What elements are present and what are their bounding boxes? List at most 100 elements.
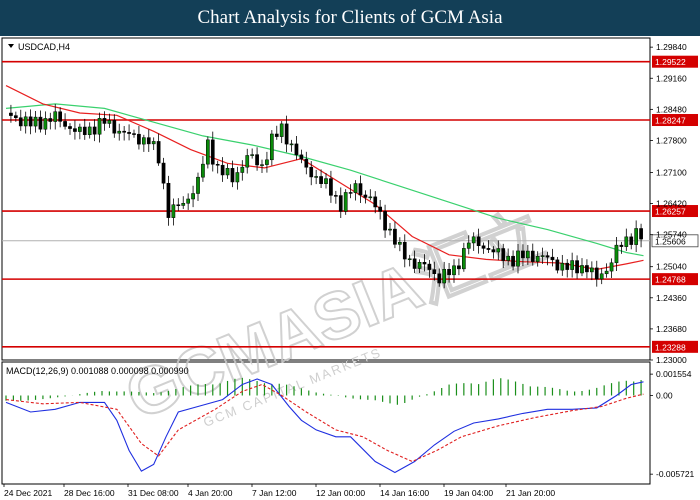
candle-body <box>176 204 181 206</box>
candle-body <box>299 154 304 160</box>
page-title: Chart Analysis for Clients of GCM Asia <box>197 7 503 28</box>
candle-body <box>82 126 87 135</box>
candle-body <box>245 155 250 168</box>
candle-body <box>422 262 427 265</box>
candle-body <box>639 228 643 240</box>
symbol-label: USDCAD,H4 <box>18 42 70 52</box>
level-price-tag <box>652 205 698 218</box>
price-axis-label: 1.25040 <box>656 262 687 272</box>
candle-body <box>43 118 48 130</box>
candle-body <box>117 130 122 134</box>
candle-body <box>269 133 274 161</box>
candle-body <box>363 194 368 198</box>
price-axis-label: 1.28480 <box>656 104 687 114</box>
price-axis-label: 1.24360 <box>656 293 687 303</box>
candle-body <box>471 236 476 244</box>
level-price-label: 1.23288 <box>655 342 686 352</box>
candle-body <box>393 228 397 245</box>
candle-body <box>442 269 447 284</box>
candle-body <box>13 115 18 118</box>
candle-body <box>575 260 579 274</box>
candle-body <box>407 258 412 261</box>
candle-body <box>33 116 38 127</box>
macd-signal-line <box>5 383 644 463</box>
candle-body <box>63 121 67 127</box>
candle-body <box>23 116 28 127</box>
candle-body <box>146 137 151 145</box>
candle-body <box>309 167 314 178</box>
candle-body <box>447 269 451 276</box>
candle-body <box>28 116 33 127</box>
candle-body <box>594 267 599 280</box>
candle-body <box>555 259 560 271</box>
price-axis-label: 1.25740 <box>656 230 687 240</box>
candle-body <box>585 265 589 273</box>
level-price-tag <box>652 340 698 353</box>
candle-body <box>201 163 205 178</box>
candle-body <box>324 178 328 184</box>
candle-body <box>476 236 481 247</box>
candle-body <box>235 172 240 183</box>
candle-body <box>604 270 609 275</box>
candle-body <box>112 120 117 134</box>
candle-body <box>274 133 279 137</box>
candle-body <box>181 203 186 206</box>
candle-body <box>196 176 200 194</box>
candle-body <box>191 193 195 200</box>
candle-body <box>171 204 176 218</box>
candle-body <box>501 248 506 261</box>
candle-body <box>560 262 565 271</box>
candle-body <box>58 111 63 122</box>
moving-average-fast-line <box>5 85 644 271</box>
candle-body <box>122 130 127 133</box>
candle-body <box>260 164 264 166</box>
candle-body <box>319 176 323 184</box>
price-axis-label: 1.26420 <box>656 199 687 209</box>
candle-body <box>432 269 437 275</box>
candle-body <box>412 258 417 269</box>
price-axis-label: 1.23000 <box>656 355 687 365</box>
symbol-dropdown-icon[interactable] <box>8 44 14 48</box>
candle-body <box>166 182 171 218</box>
candle-body <box>545 255 550 258</box>
candle-body <box>609 262 614 272</box>
candle-body <box>417 262 422 269</box>
candle-body <box>329 178 333 196</box>
title-banner <box>0 0 700 36</box>
price-axis-label: 1.29160 <box>656 73 687 83</box>
candle-body <box>565 262 570 270</box>
trading-chart[interactable]: GCMASIA汇立 GCM CAPITAL MARKETS USDCAD,H4 … <box>0 36 700 500</box>
macd-axis-label: 0.00 <box>656 391 673 401</box>
candle-body <box>161 162 166 184</box>
candle-body <box>87 126 92 135</box>
macd-axis-label: -0.005721 <box>656 469 695 479</box>
price-panel[interactable] <box>1 37 651 361</box>
candle-body <box>491 249 496 253</box>
candle-body <box>570 260 575 270</box>
macd-panel[interactable] <box>1 361 651 485</box>
candle-body <box>255 154 259 166</box>
candle-body <box>304 158 309 168</box>
candle-body <box>599 273 604 280</box>
candle-body <box>496 248 501 253</box>
time-axis-label: 28 Dec 16:00 <box>64 488 115 498</box>
candle-body <box>48 118 53 122</box>
candle-body <box>466 242 471 249</box>
candle-body <box>338 195 343 212</box>
candle-body <box>92 126 97 135</box>
candle-body <box>402 242 407 260</box>
time-axis-label: 7 Jan 12:00 <box>252 488 297 498</box>
candle-body <box>589 267 594 273</box>
candle-body <box>614 244 619 264</box>
candle-body <box>378 206 383 212</box>
candle-body <box>511 255 515 267</box>
candle-body <box>156 141 161 164</box>
candle-body <box>348 192 353 194</box>
candle-body <box>250 154 255 156</box>
candle-body <box>225 168 230 176</box>
level-price-tag <box>652 114 698 127</box>
candle-body <box>486 248 491 250</box>
candle-body <box>388 228 392 231</box>
macd-label: MACD(12,26,9) 0.001088 0.000098 0.000990 <box>6 366 189 376</box>
candle-body <box>9 112 13 116</box>
